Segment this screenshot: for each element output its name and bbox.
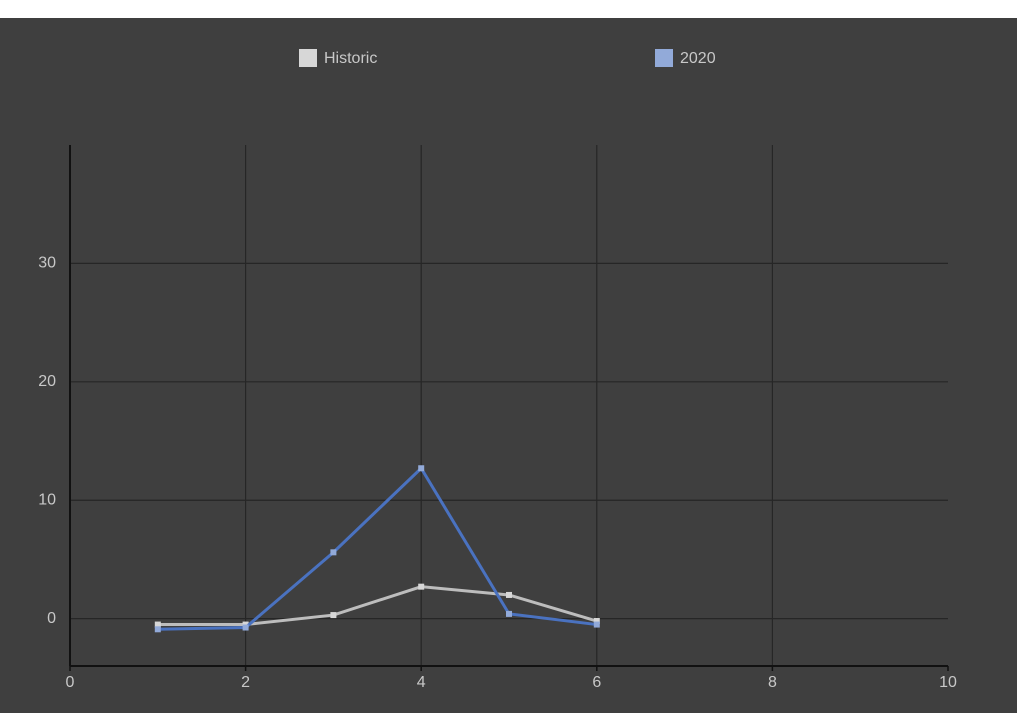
point xyxy=(330,612,337,619)
point xyxy=(242,624,249,631)
legend-swatch xyxy=(655,49,673,67)
x-tick-label: 2 xyxy=(241,674,250,691)
x-tick-label: 4 xyxy=(417,674,426,691)
point xyxy=(418,583,425,590)
x-tick-label: 6 xyxy=(592,674,601,691)
point xyxy=(330,549,337,556)
chart-background xyxy=(0,18,1017,713)
y-tick-label: 10 xyxy=(38,491,56,508)
y-tick-label: 20 xyxy=(38,373,56,390)
point xyxy=(506,591,512,598)
x-tick-label: 8 xyxy=(768,674,777,691)
series-line xyxy=(157,585,598,627)
point xyxy=(154,621,161,628)
point xyxy=(593,621,600,628)
point xyxy=(418,465,425,472)
legend-swatch xyxy=(299,49,317,67)
x-tick-label: 10 xyxy=(939,674,957,691)
series-line xyxy=(157,465,597,631)
legend-label: 2020 xyxy=(680,50,716,67)
point xyxy=(154,626,161,633)
legend-label: Historic xyxy=(324,50,377,67)
y-tick-label: 30 xyxy=(38,255,56,272)
y-tick-label: 0 xyxy=(47,610,56,627)
point xyxy=(593,618,600,625)
point xyxy=(506,610,512,617)
x-tick-label: 0 xyxy=(66,674,75,691)
